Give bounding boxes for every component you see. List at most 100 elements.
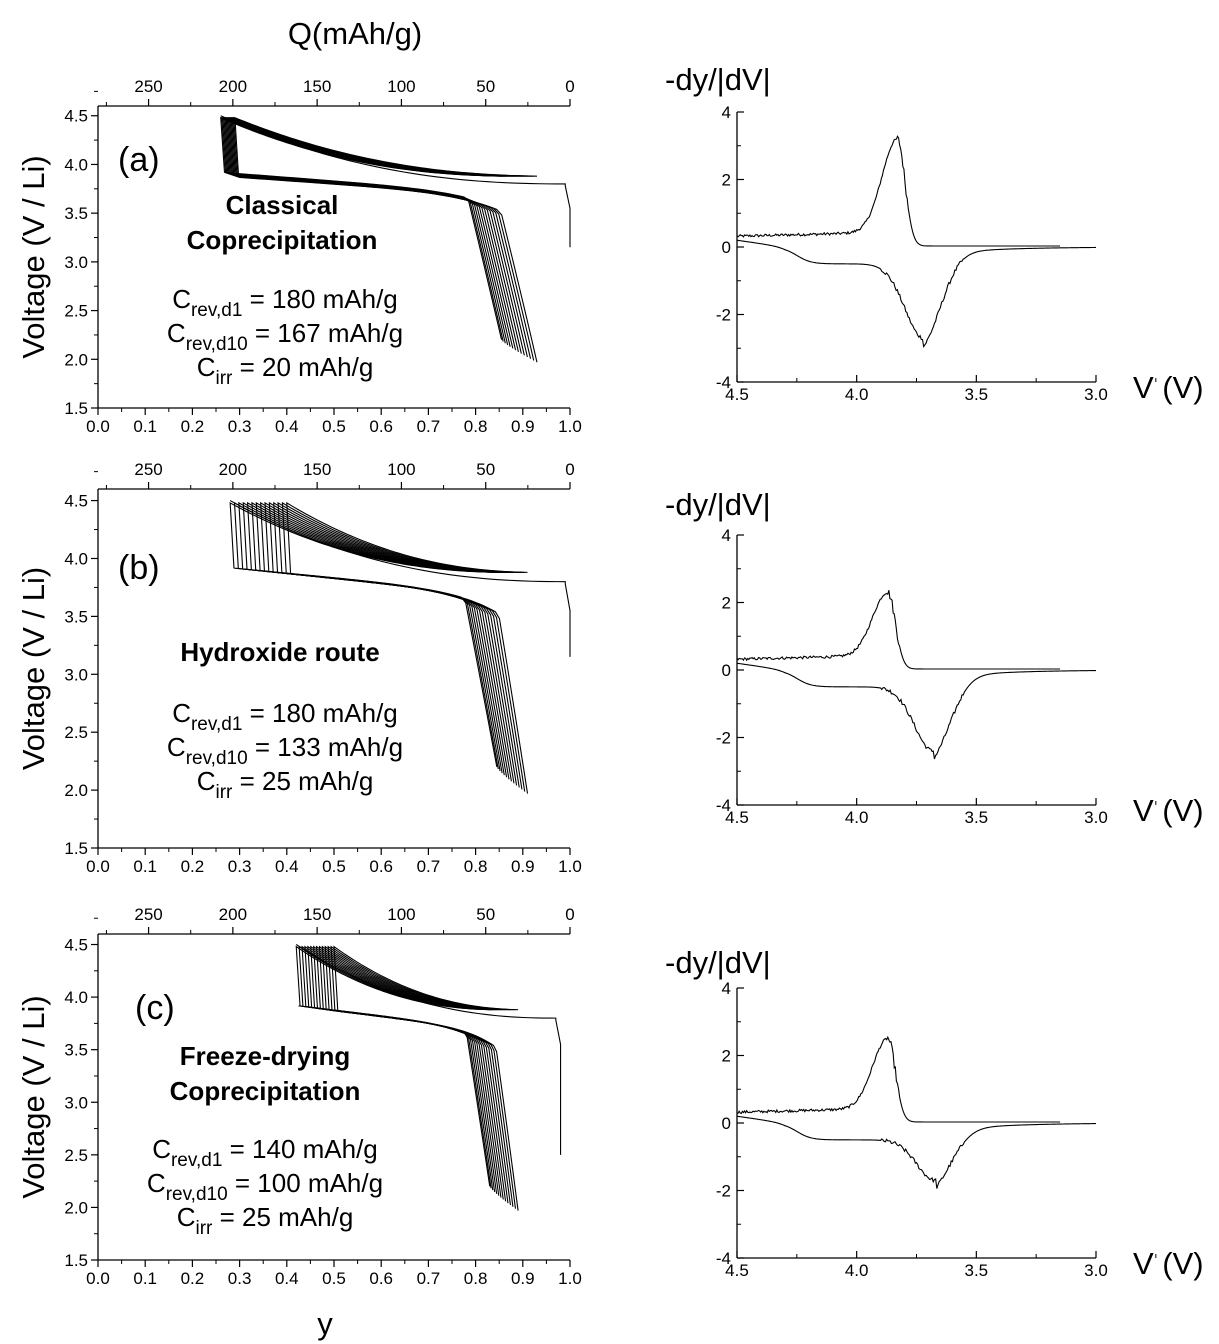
cycle-curve bbox=[333, 945, 519, 1211]
voltage-plot-3: 0.0 0.1 0.2 0.3 0.4 0.5 0.6 0.7 0.8 0.9 1.0 1.5 2.0 2… bbox=[16, 905, 582, 1288]
q-tick-label: 50 bbox=[476, 905, 495, 924]
capacity-label: Crev,d10 = 167 mAh/g bbox=[167, 318, 403, 355]
y-tick-label: -4 bbox=[716, 796, 731, 815]
panel-tag: (b) bbox=[118, 549, 160, 587]
x-tick-label: 0.4 bbox=[275, 857, 299, 876]
x-tick-label: 0.4 bbox=[275, 417, 299, 436]
q-tick-label: 100 bbox=[387, 77, 415, 96]
y-tick-label: 3.5 bbox=[64, 607, 88, 626]
x-tick-label: 3.0 bbox=[1084, 385, 1108, 404]
voltage-axis-title: Voltage (V / Li) bbox=[16, 155, 51, 358]
y-tick-label: 4.5 bbox=[64, 492, 88, 511]
x-tick-label: 0.7 bbox=[417, 857, 441, 876]
capacity-label: Crev,d1 = 180 mAh/g bbox=[172, 698, 398, 735]
y-axis-title: y bbox=[317, 1306, 333, 1341]
cycle-curve bbox=[233, 501, 499, 770]
cap-subscript: rev,d10 bbox=[186, 748, 248, 769]
x-tick-label: 4.5 bbox=[725, 385, 749, 404]
x-tick-label: 4.0 bbox=[845, 808, 869, 827]
cap-value: = 133 mAh/g bbox=[248, 732, 403, 762]
x-tick-label: 4.0 bbox=[845, 385, 869, 404]
cap-value: = 25 mAh/g bbox=[232, 766, 373, 796]
q-tick-label: 150 bbox=[303, 905, 331, 924]
x-tick-label: 4.5 bbox=[725, 1261, 749, 1280]
cap-value: = 180 mAh/g bbox=[242, 284, 397, 314]
x-tick-label: 0.1 bbox=[133, 857, 157, 876]
y-tick-label: 4.5 bbox=[64, 107, 88, 126]
y-tick-label: -2 bbox=[716, 306, 731, 325]
y-tick-label: -4 bbox=[716, 1249, 731, 1268]
cap-symbol: C bbox=[147, 1168, 166, 1198]
x-tick-label: 3.0 bbox=[1084, 808, 1108, 827]
discharge-derivative-curve bbox=[736, 662, 1097, 760]
charge-derivative-curve bbox=[736, 135, 1061, 247]
x-tick-label: 0.6 bbox=[369, 1269, 393, 1288]
q-tick-label: 250 bbox=[134, 77, 162, 96]
derivative-plot-3: 4.5 4.0 3.5 3.0 -4 -2 0 2 4-dy/|dV| V (V) bbox=[665, 945, 1204, 1281]
x-tick-label: 0.9 bbox=[511, 417, 535, 436]
cap-subscript: irr bbox=[195, 1218, 213, 1239]
x-tick-label: 3.5 bbox=[965, 385, 989, 404]
voltage-axis-title: Voltage (V / Li) bbox=[16, 567, 51, 770]
x-tick-label: 4.0 bbox=[845, 1261, 869, 1280]
y-tick-label: 2 bbox=[722, 171, 731, 190]
v-axis-title: V (V) bbox=[1133, 1246, 1204, 1281]
capacity-label: Cirr = 25 mAh/g bbox=[197, 766, 374, 803]
cap-value: = 100 mAh/g bbox=[228, 1168, 383, 1198]
y-tick-label: 2.5 bbox=[64, 723, 88, 742]
y-tick-label: 4 bbox=[722, 103, 731, 122]
cap-value: = 20 mAh/g bbox=[232, 352, 373, 382]
cap-value: = 167 mAh/g bbox=[248, 318, 403, 348]
y-tick-label: 0 bbox=[722, 661, 731, 680]
y-tick-label: 4.5 bbox=[64, 936, 88, 955]
x-tick-label: 0.1 bbox=[133, 417, 157, 436]
x-tick-label: 0.5 bbox=[322, 857, 346, 876]
cycle-curve bbox=[321, 945, 509, 1204]
cap-symbol: C bbox=[197, 766, 216, 796]
y-tick-label: 1.5 bbox=[64, 839, 88, 858]
x-tick-label: 0.4 bbox=[275, 1269, 299, 1288]
capacity-label: Crev,d1 = 180 mAh/g bbox=[172, 284, 398, 321]
method-label: Classical bbox=[226, 190, 339, 220]
cap-subscript: rev,d1 bbox=[171, 1150, 222, 1171]
x-tick-label: 0.0 bbox=[86, 857, 110, 876]
x-tick-label: 0.0 bbox=[86, 417, 110, 436]
first-charge-curve bbox=[229, 500, 571, 657]
y-tick-label: 2 bbox=[722, 1047, 731, 1066]
y-tick-label: 3.5 bbox=[64, 204, 88, 223]
voltage-axis-title: Voltage (V / Li) bbox=[16, 995, 51, 1198]
x-tick-label: 0.5 bbox=[322, 417, 346, 436]
x-tick-label: 4.5 bbox=[725, 808, 749, 827]
q-tick-label: 200 bbox=[219, 460, 247, 479]
x-tick-label: 0.8 bbox=[464, 417, 488, 436]
y-tick-label: -4 bbox=[716, 373, 731, 392]
capacity-label: Crev,d10 = 100 mAh/g bbox=[147, 1168, 383, 1205]
derivative-axis-title: -dy/|dV| bbox=[665, 487, 771, 522]
x-tick-label: 0.3 bbox=[228, 417, 252, 436]
q-tick-label: 150 bbox=[303, 460, 331, 479]
q-tick-label: 50 bbox=[476, 460, 495, 479]
y-tick-label: 4.0 bbox=[64, 988, 88, 1007]
cap-value: = 180 mAh/g bbox=[242, 698, 397, 728]
y-tick-label: 0 bbox=[722, 238, 731, 257]
y-tick-label: 2.5 bbox=[64, 1146, 88, 1165]
x-tick-label: 0.8 bbox=[464, 857, 488, 876]
method-label: Hydroxide route bbox=[180, 637, 379, 667]
q-tick-label: 0 bbox=[565, 905, 574, 924]
cap-subscript: irr bbox=[215, 782, 233, 803]
y-tick-label: -2 bbox=[716, 729, 731, 748]
y-tick-label: 2.0 bbox=[64, 1198, 88, 1217]
capacity-label: Crev,d10 = 133 mAh/g bbox=[167, 732, 403, 769]
v-axis-title: V (V) bbox=[1133, 793, 1204, 828]
x-tick-label: 1.0 bbox=[558, 857, 582, 876]
y-tick-label: 0 bbox=[722, 1114, 731, 1133]
voltage-plot-2: 0.0 0.1 0.2 0.3 0.4 0.5 0.6 0.7 0.8 0.9 1.0 1.5 2.0 2… bbox=[16, 460, 582, 876]
q-tick-label: 200 bbox=[219, 905, 247, 924]
cap-symbol: C bbox=[167, 318, 186, 348]
cap-value: = 140 mAh/g bbox=[222, 1134, 377, 1164]
panel-tag: (c) bbox=[135, 989, 175, 1027]
y-tick-label: 2.5 bbox=[64, 302, 88, 321]
y-tick-label: 2.0 bbox=[64, 781, 88, 800]
q-tick-label: 150 bbox=[303, 77, 331, 96]
